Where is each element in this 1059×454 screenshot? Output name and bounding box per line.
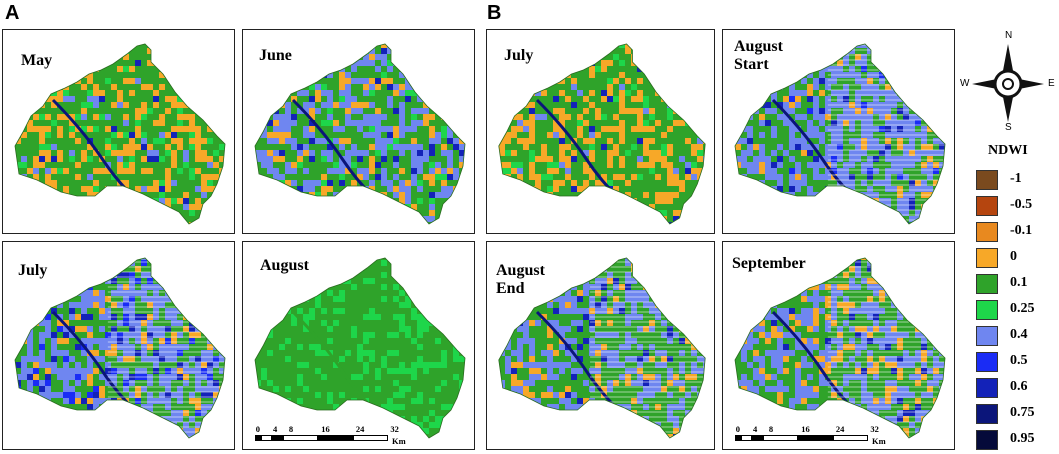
ndwi-map-b-july [498,43,706,225]
legend-swatch [976,404,998,424]
legend-swatch [976,222,998,242]
legend-label: -0.1 [1010,223,1033,238]
legend-label: -0.5 [1010,197,1033,212]
map-panel-b-aug-end: August End [486,241,715,450]
scale-tick-label: 32 [870,424,879,434]
panel-title-a-august: August [260,257,309,274]
section-label-b: B [487,2,502,24]
compass-e: E [1048,78,1055,89]
panel-title-a-june: June [259,47,292,64]
scale-segment [752,435,763,441]
legend-swatch [976,170,998,190]
legend-swatch [976,300,998,320]
legend-swatch [976,196,998,216]
map-panel-a-june: June [242,29,475,234]
scale-tick-label: 4 [273,424,278,434]
scale-segment [763,435,798,441]
panel-title-line: August [496,262,545,279]
map-panel-b-september: September 0 4 8 16 24 32 Km [722,241,955,450]
scale-tick-label: 16 [801,424,810,434]
scale-segment [283,435,318,441]
section-label-a: A [5,2,20,24]
compass: N S W E [958,30,1058,134]
scale-segment [255,435,261,441]
compass-n: N [1005,30,1013,41]
legend-label: 0.95 [1010,431,1035,446]
panel-title-a-may: May [21,52,53,69]
panel-title-b-july: July [504,47,534,64]
scale-tick-label: 0 [255,424,260,434]
legend-swatch [976,352,998,372]
panel-title-line: Start [734,56,769,73]
legend-label: 0.75 [1010,405,1035,420]
map-panel-b-july: July [486,29,715,234]
legend-label: 0.1 [1010,275,1028,290]
ndwi-map-b-september [734,257,946,439]
legend-label: 0.6 [1010,379,1028,394]
ndwi-map-a-august [254,257,466,439]
scale-tick-label: 0 [735,424,740,434]
map-panel-a-august: August 0 4 8 16 24 32 Km [242,241,475,450]
map-panel-a-may: May [2,29,235,234]
scale-segment [318,435,353,441]
compass-w: W [960,78,970,89]
map-panel-b-aug-start: August Start [722,29,955,234]
ndwi-map-b-aug-start [734,43,946,225]
scale-segment [798,435,833,441]
scale-tick-label: 32 [390,424,399,434]
scale-tick-label: 16 [321,424,330,434]
panel-title-b-aug-start: August Start [734,38,783,74]
scale-tick-label: 8 [288,424,294,434]
panel-title-line: End [496,280,525,297]
panel-title-a-july: July [18,262,48,279]
scale-unit: Km [872,436,886,446]
legend-label: 0.25 [1010,301,1035,316]
legend-swatch [976,326,998,346]
legend-label: 0.5 [1010,353,1028,368]
legend-swatch [976,378,998,398]
map-panel-a-july: July [2,241,235,450]
compass-s: S [1005,122,1012,133]
scale-bar: 0 4 8 16 24 32 Km [255,424,425,446]
legend-swatch [976,248,998,268]
scale-segment [353,435,388,441]
scale-tick-label: 24 [355,424,365,434]
ndwi-map-b-aug-end [498,257,706,439]
panel-title-line: August [734,38,783,55]
scale-segment [833,435,868,441]
panel-title-b-september: September [732,255,806,272]
scale-tick-label: 24 [835,424,845,434]
legend-title: NDWI [988,143,1028,158]
legend-label: 0.4 [1010,327,1028,342]
legend-label: 0 [1010,249,1017,264]
scale-segment [741,435,752,441]
scale-segment [261,435,272,441]
scale-unit: Km [392,436,406,446]
compass-rose-icon [972,44,1044,122]
scale-bar: 0 4 8 16 24 32 Km [735,424,905,446]
legend-swatch [976,274,998,294]
panel-title-b-aug-end: August End [496,262,545,298]
scale-segment [272,435,283,441]
ndwi-map-a-june [254,43,466,225]
scale-tick-label: 4 [753,424,758,434]
legend-swatch [976,430,998,450]
legend-label: -1 [1010,171,1022,186]
ndwi-map-a-may [14,43,226,225]
scale-segment [735,435,741,441]
scale-tick-label: 8 [768,424,774,434]
ndwi-map-a-july [14,257,226,439]
